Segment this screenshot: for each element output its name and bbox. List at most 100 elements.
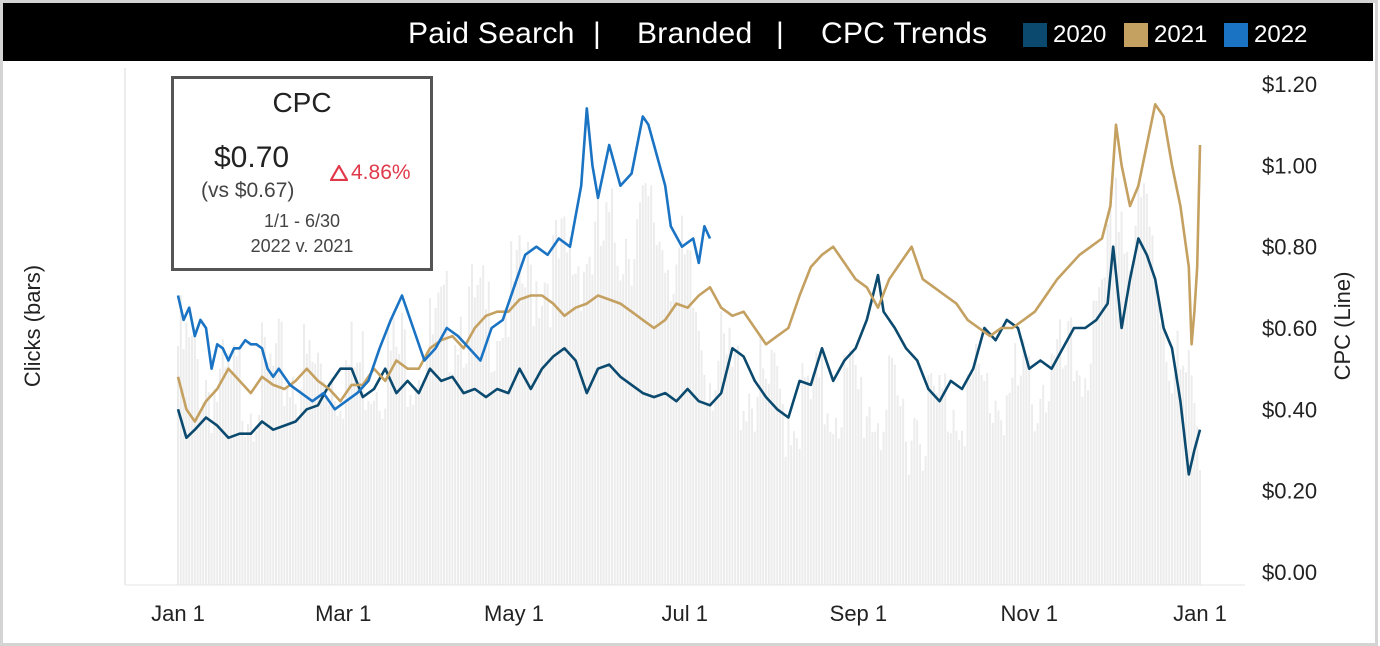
clicks-bar xyxy=(1134,225,1137,585)
legend-item-2020[interactable]: 2020 xyxy=(1023,21,1106,49)
legend-swatch-2020 xyxy=(1023,23,1047,47)
clicks-bar xyxy=(613,242,616,585)
clicks-bar xyxy=(745,421,748,585)
clicks-bar xyxy=(958,439,961,585)
clicks-bar xyxy=(426,351,429,585)
clicks-bar xyxy=(1173,374,1176,585)
clicks-bar xyxy=(874,431,877,585)
clicks-bar xyxy=(457,354,459,585)
clicks-bar xyxy=(552,235,555,585)
kpi-date-range: 1/1 - 6/30 xyxy=(263,211,341,231)
clicks-bar xyxy=(919,444,921,585)
clicks-bar xyxy=(1087,390,1089,585)
clicks-bar xyxy=(580,310,583,585)
clicks-bar xyxy=(930,373,933,585)
clicks-bar xyxy=(210,433,213,585)
x-tick-label: Sep 1 xyxy=(830,601,888,626)
y-axis-left-title: Clicks (bars) xyxy=(20,265,45,387)
clicks-bar xyxy=(633,259,636,585)
clicks-bar xyxy=(373,400,375,585)
clicks-bar xyxy=(485,309,487,585)
clicks-bar xyxy=(742,410,745,585)
clicks-bar xyxy=(205,380,207,585)
clicks-bar xyxy=(997,410,1000,585)
clicks-bar xyxy=(669,301,672,585)
clicks-bar xyxy=(899,406,902,585)
clicks-bar xyxy=(179,295,182,585)
clicks-bar xyxy=(1159,323,1162,585)
clicks-bar xyxy=(1151,235,1154,586)
clicks-bar xyxy=(482,265,485,585)
clicks-bar xyxy=(804,377,807,585)
clicks-bar xyxy=(328,405,331,585)
clicks-bar xyxy=(272,365,275,585)
clicks-bar xyxy=(686,249,689,585)
clicks-bar xyxy=(1050,353,1053,585)
clicks-bar xyxy=(597,195,599,586)
clicks-bar xyxy=(927,375,930,585)
x-tick-label: Nov 1 xyxy=(1000,601,1057,626)
legend-item-2022[interactable]: 2022 xyxy=(1224,21,1307,49)
legend-label-2021: 2021 xyxy=(1154,21,1208,48)
clicks-bar xyxy=(347,364,350,585)
clicks-bar xyxy=(972,373,975,585)
clicks-bar xyxy=(619,280,622,585)
clicks-bar xyxy=(675,264,678,585)
cpc-line-2021 xyxy=(176,103,1202,423)
clicks-bar xyxy=(1162,320,1165,585)
cpc-kpi-card: CPC $0.70 (vs $0.67) 4.86% 1/1 - 6/30 20… xyxy=(171,76,433,271)
clicks-bar xyxy=(748,393,751,585)
clicks-bar xyxy=(1022,339,1025,585)
clicks-bar xyxy=(1033,431,1036,585)
clicks-bar xyxy=(1031,404,1033,585)
clicks-bar xyxy=(795,438,798,585)
clicks-bar xyxy=(832,434,835,585)
clicks-bar xyxy=(283,405,286,585)
cpc-line-2022 xyxy=(176,107,712,411)
clicks-bar xyxy=(781,403,784,585)
clicks-bar xyxy=(821,349,823,585)
clicks-bar xyxy=(356,362,359,585)
clicks-bar xyxy=(627,259,630,585)
clicks-bar xyxy=(266,362,269,585)
clicks-bar xyxy=(1154,281,1157,585)
clicks-bar xyxy=(543,282,546,585)
clicks-bar xyxy=(1123,253,1126,586)
clicks-bar xyxy=(896,395,899,585)
y-tick-label: $0.20 xyxy=(1262,479,1317,504)
clicks-bar xyxy=(1117,232,1120,585)
legend-item-2021[interactable]: 2021 xyxy=(1124,21,1207,49)
clicks-bar xyxy=(305,353,308,585)
clicks-bar xyxy=(364,410,367,585)
clicks-bar xyxy=(297,417,300,585)
clicks-bar xyxy=(527,242,529,585)
clicks-bar xyxy=(563,216,566,585)
clicks-bar xyxy=(1179,369,1182,585)
clicks-bar xyxy=(314,363,317,585)
clicks-bar xyxy=(294,404,297,585)
clicks-bar xyxy=(535,281,538,585)
clicks-bar xyxy=(249,413,252,585)
clicks-bar xyxy=(711,410,714,585)
clicks-bar xyxy=(1075,370,1078,585)
clicks-bar xyxy=(412,404,415,585)
clicks-bar xyxy=(829,431,832,585)
clicks-bar xyxy=(636,219,639,586)
kpi-title: CPC xyxy=(272,87,332,118)
clicks-bar xyxy=(381,418,384,585)
clicks-bar xyxy=(1145,193,1148,585)
clicks-bar xyxy=(647,196,650,586)
clicks-bar xyxy=(252,441,255,585)
clicks-bar xyxy=(994,400,997,585)
clicks-bar xyxy=(280,321,283,585)
clicks-bar xyxy=(1056,339,1059,585)
clicks-bar xyxy=(406,407,409,585)
clicks-bar xyxy=(697,330,700,585)
clicks-bar xyxy=(762,368,765,585)
clicks-bar xyxy=(921,470,924,585)
clicks-bar xyxy=(717,360,720,585)
clicks-bar xyxy=(585,263,588,585)
clicks-bar xyxy=(235,356,238,585)
clicks-bar xyxy=(207,392,210,585)
clicks-bar xyxy=(790,445,793,585)
